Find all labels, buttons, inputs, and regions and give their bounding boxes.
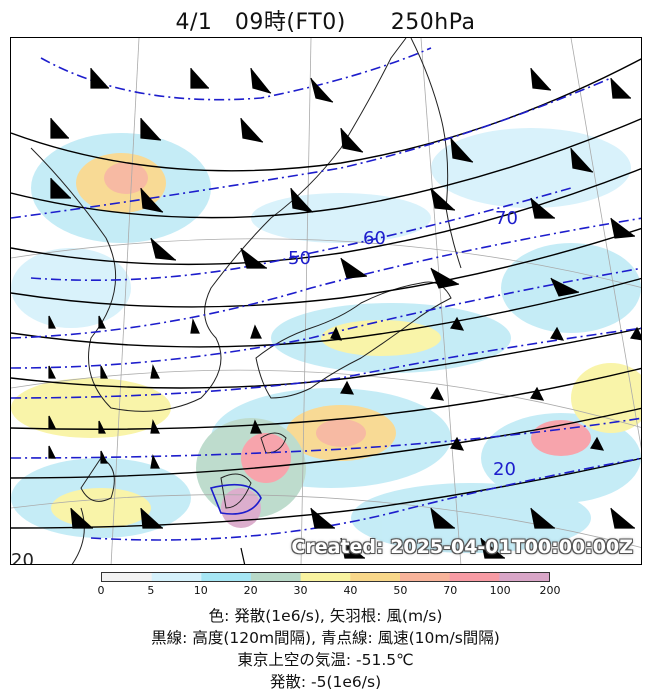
legend-line-1: 色: 発散(1e6/s), 矢羽根: 風(m/s): [208, 607, 443, 625]
legend-line-4: 発散: -5(1e6/s): [269, 673, 382, 691]
colorbar-swatch: [449, 573, 500, 581]
colorbar-swatch: [300, 573, 351, 581]
wind-barbs: [48, 67, 641, 564]
legend-line-3: 東京上空の気温: -51.5℃: [237, 651, 414, 669]
colorbar-tick-label: 30: [293, 584, 308, 597]
map-canvas: 50 60 70 20 20: [11, 38, 641, 565]
colorbar-swatch: [151, 573, 202, 581]
colorbar-swatch: [251, 573, 302, 581]
map-title: 4/1 09時(FT0) 250hPa: [175, 10, 476, 35]
colorbar-swatch: [499, 573, 549, 581]
colorbar-tick-label: 0: [97, 584, 105, 597]
contour-label-70: 70: [495, 208, 518, 229]
colorbar-swatch: [201, 573, 252, 581]
edge-contour-label-20: 20: [11, 550, 34, 565]
contour-label-20: 20: [493, 459, 516, 480]
contour-labels: 50 60 70 20 20: [11, 208, 518, 565]
colorbar-tick-label: 50: [393, 584, 408, 597]
created-stamp: Created: 2025-04-01T00:00:00Z: [291, 536, 633, 558]
colorbar-tick-label: 100: [489, 584, 511, 597]
colorbar-tick-label: 20: [243, 584, 258, 597]
colorbar-tick-label: 10: [193, 584, 208, 597]
colorbar-tick-label: 40: [343, 584, 358, 597]
contour-label-60: 60: [363, 228, 386, 249]
colorbar-swatch: [350, 573, 401, 581]
colorbar-ticks: 0 5 10 20 30 40 50 70 100 200: [97, 584, 561, 598]
legend-line-2: 黒線: 高度(120m間隔), 青点線: 風速(10m/s間隔): [151, 629, 500, 647]
weather-map: 50 60 70 20 20 Created: 2025-04-01T00:00…: [10, 37, 642, 565]
colorbar-swatch: [102, 573, 153, 581]
colorbar-swatch: [400, 573, 451, 581]
colorbar-tick-label: 5: [147, 584, 155, 597]
colorbar: [101, 572, 550, 582]
graticule: [11, 38, 641, 564]
colorbar-tick-label: 70: [443, 584, 458, 597]
colorbar-swatches: [102, 573, 549, 581]
colorbar-tick-label: 200: [539, 584, 561, 597]
height-contours: [11, 58, 641, 529]
contour-label-50: 50: [288, 248, 311, 269]
